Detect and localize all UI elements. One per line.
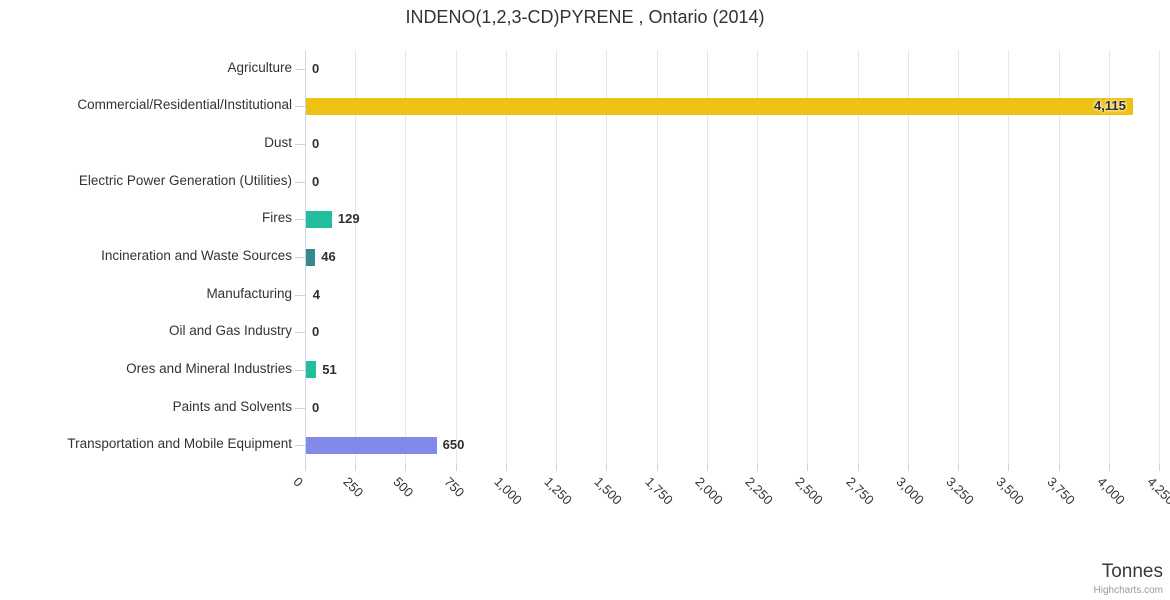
y-axis-tick (295, 219, 305, 221)
x-axis-tick-label: 0 (290, 474, 307, 490)
gridline (1058, 50, 1060, 464)
category-label: Fires (262, 210, 292, 226)
value-label: 0 (312, 173, 320, 189)
value-label: 46 (321, 249, 336, 264)
value-label: 129 (337, 211, 360, 227)
category-label: Transportation and Mobile Equipment (67, 436, 292, 452)
x-axis-tick-label: 750 (441, 474, 468, 500)
y-axis-tick (295, 369, 305, 371)
value-label: 0 (312, 136, 320, 152)
x-axis-tick (1008, 464, 1010, 471)
gridline (907, 50, 909, 464)
bar[interactable] (306, 248, 316, 266)
y-axis-tick (295, 257, 305, 258)
x-axis-tick (706, 464, 708, 471)
x-axis-tick (958, 464, 960, 471)
gridline (807, 50, 809, 464)
x-axis-tick-label: 1,500 (591, 474, 626, 508)
y-axis-tick (295, 294, 305, 296)
gridline (1108, 50, 1110, 464)
value-label: 0 (312, 324, 320, 340)
gridline (656, 50, 658, 464)
x-axis-tick-label: 2,500 (792, 474, 827, 508)
x-axis-tick (305, 464, 306, 471)
x-axis-tick (505, 464, 507, 471)
x-axis-tick (757, 464, 759, 471)
x-axis-tick-label: 1,000 (491, 474, 525, 508)
category-label: Paints and Solvents (172, 398, 292, 414)
y-axis-tick (295, 407, 305, 409)
value-label: 4,115 (1094, 98, 1126, 114)
category-label: Electric Power Generation (Utilities) (78, 172, 292, 188)
value-label: 51 (322, 361, 337, 377)
bar[interactable] (306, 97, 1133, 115)
x-axis-tick (606, 464, 608, 471)
plot-area (305, 50, 1160, 464)
gridline (757, 50, 759, 464)
bar[interactable] (306, 361, 317, 379)
x-axis-tick (405, 464, 407, 471)
y-axis-tick (295, 144, 305, 146)
gridline (556, 50, 558, 464)
x-axis-tick-label: 3,500 (993, 474, 1028, 508)
category-label: Agriculture (227, 59, 292, 75)
y-axis-tick (295, 68, 305, 70)
gridline (505, 50, 507, 464)
x-axis-tick (656, 464, 658, 471)
gridline (355, 50, 357, 464)
bar[interactable] (306, 436, 437, 454)
gridline (1008, 50, 1010, 464)
x-axis-tick (1159, 464, 1160, 471)
y-axis-tick (295, 332, 305, 334)
x-axis-tick-label: 2,000 (692, 474, 726, 508)
x-axis-tick-label: 1,250 (541, 474, 576, 508)
x-axis-title: Tonnes (1101, 561, 1163, 582)
x-axis-tick (355, 464, 357, 471)
x-axis-tick-label: 4,000 (1094, 474, 1128, 508)
x-axis-tick (1058, 464, 1060, 471)
x-axis-tick (1108, 464, 1110, 471)
category-label: Ores and Mineral Industries (126, 360, 292, 376)
value-label: 0 (312, 60, 320, 76)
x-axis-tick-label: 4,250 (1144, 474, 1170, 508)
x-axis-tick (907, 464, 909, 471)
x-axis-tick-label: 3,000 (893, 474, 927, 508)
x-axis-tick-label: 3,250 (943, 474, 978, 508)
highcharts-credit-link[interactable]: Highcharts.com (1093, 585, 1163, 596)
x-axis-tick-label: 1,750 (642, 474, 676, 508)
gridline (706, 50, 708, 464)
gridline (958, 50, 960, 464)
x-axis-tick-label: 2,250 (742, 474, 777, 508)
gridline (455, 50, 457, 464)
bar[interactable] (306, 210, 332, 228)
value-label: 650 (442, 437, 465, 453)
x-axis-tick-label: 3,750 (1043, 474, 1078, 508)
gridline (857, 50, 859, 464)
y-axis-tick (295, 106, 305, 108)
category-label: Incineration and Waste Sources (101, 248, 292, 263)
category-label: Dust (264, 135, 292, 151)
category-label: Commercial/Residential/Institutional (77, 97, 292, 113)
gridline (405, 50, 407, 464)
x-axis-tick-label: 250 (340, 474, 367, 500)
y-axis-tick (295, 181, 305, 183)
gridline (1159, 50, 1160, 464)
x-axis-tick (857, 464, 859, 471)
x-axis-tick-label: 2,750 (842, 474, 877, 508)
x-axis-tick (455, 464, 457, 471)
chart-title: INDENO(1,2,3-CD)PYRENE , Ontario (2014) (405, 7, 765, 27)
x-axis-tick (556, 464, 558, 471)
category-label: Manufacturing (206, 285, 292, 301)
value-label: 4 (312, 286, 321, 302)
category-label: Oil and Gas Industry (168, 323, 292, 339)
y-axis-tick (295, 445, 305, 447)
x-axis-tick (807, 464, 809, 471)
gridline (606, 50, 608, 464)
value-label: 0 (312, 399, 320, 415)
x-axis-tick-label: 500 (390, 474, 417, 500)
